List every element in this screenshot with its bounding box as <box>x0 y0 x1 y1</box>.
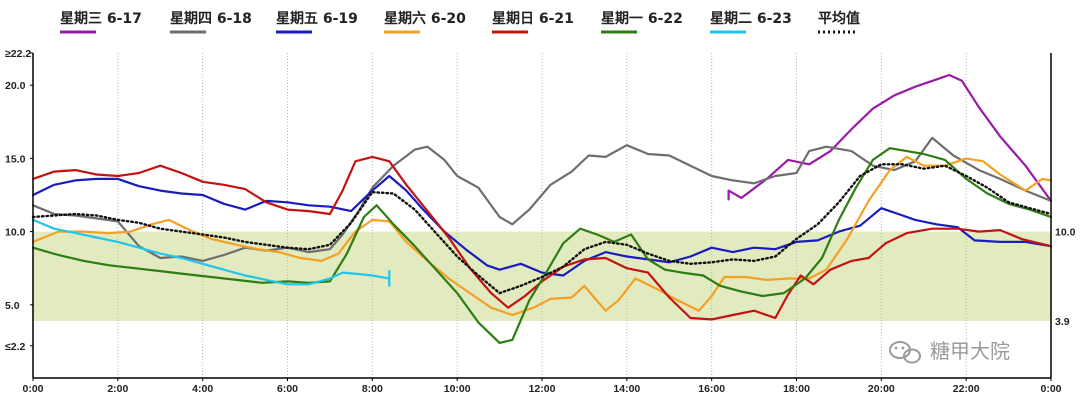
series-line-5 <box>31 155 1053 321</box>
x-tick-label: 6:00 <box>277 383 298 395</box>
x-tick-label: 4:00 <box>192 383 213 395</box>
x-tick-label: 8:00 <box>362 383 383 395</box>
x-tick-label: 2:00 <box>107 383 128 395</box>
x-tick-label: 16:00 <box>698 383 725 395</box>
x-tick-label: 22:00 <box>953 383 980 395</box>
x-tick-label: 14:00 <box>613 383 640 395</box>
legend-label-2: 星期四 6-18 <box>170 11 252 27</box>
series-line-7 <box>31 218 391 287</box>
y-tick-label: 10.0 <box>5 227 26 239</box>
target-high-label: 10.0 <box>1055 227 1076 239</box>
watermark-text: 糖甲大院 <box>930 339 1010 363</box>
series-line-1 <box>727 73 1053 202</box>
legend-label-7: 星期二 6-23 <box>710 11 792 27</box>
series-line-8 <box>31 163 1053 295</box>
legend-label-6: 星期一 6-22 <box>601 11 683 27</box>
y-tick-label: 20.0 <box>5 80 26 92</box>
y-tick-label: 5.0 <box>5 300 20 312</box>
y-tick-label: ≥22.2 <box>5 48 31 60</box>
series-line-2 <box>31 136 1053 262</box>
x-tick-label: 18:00 <box>783 383 810 395</box>
series-line-6 <box>31 147 1053 344</box>
series-layer <box>31 73 1053 344</box>
watermark: 糖甲大院 <box>889 339 1010 364</box>
y-tick-label: ≤2.2 <box>5 341 26 353</box>
legend-label-4: 星期六 6-20 <box>384 10 466 27</box>
legend-label-5: 星期日 6-21 <box>492 11 574 27</box>
legend: 星期三 6-17 星期四 6-18 星期五 6-19 星期六 6-20 星期日 6-21… <box>60 10 860 34</box>
legend-label-3: 星期五 6-19 <box>276 11 358 27</box>
legend-label-1: 星期三 6-17 <box>60 11 142 27</box>
legend-label-8: 平均值 <box>818 10 860 27</box>
x-tick-label: 0:00 <box>1040 383 1061 395</box>
wechat-icon <box>889 341 921 364</box>
series-line-3 <box>31 174 1053 277</box>
x-tick-label: 0:00 <box>22 383 43 395</box>
grid <box>32 53 1052 378</box>
x-tick-label: 10:00 <box>444 383 471 395</box>
axes: 0:00 2:00 4:00 6:00 8:00 10:00 12:00 14:00 16:00… <box>5 48 1076 395</box>
series-line-4 <box>31 155 1053 317</box>
x-tick-label: 12:00 <box>529 383 556 395</box>
x-tick-label: 20:00 <box>868 383 895 395</box>
target-low-label: 3.9 <box>1055 316 1070 328</box>
y-tick-label: 15.0 <box>5 153 26 165</box>
